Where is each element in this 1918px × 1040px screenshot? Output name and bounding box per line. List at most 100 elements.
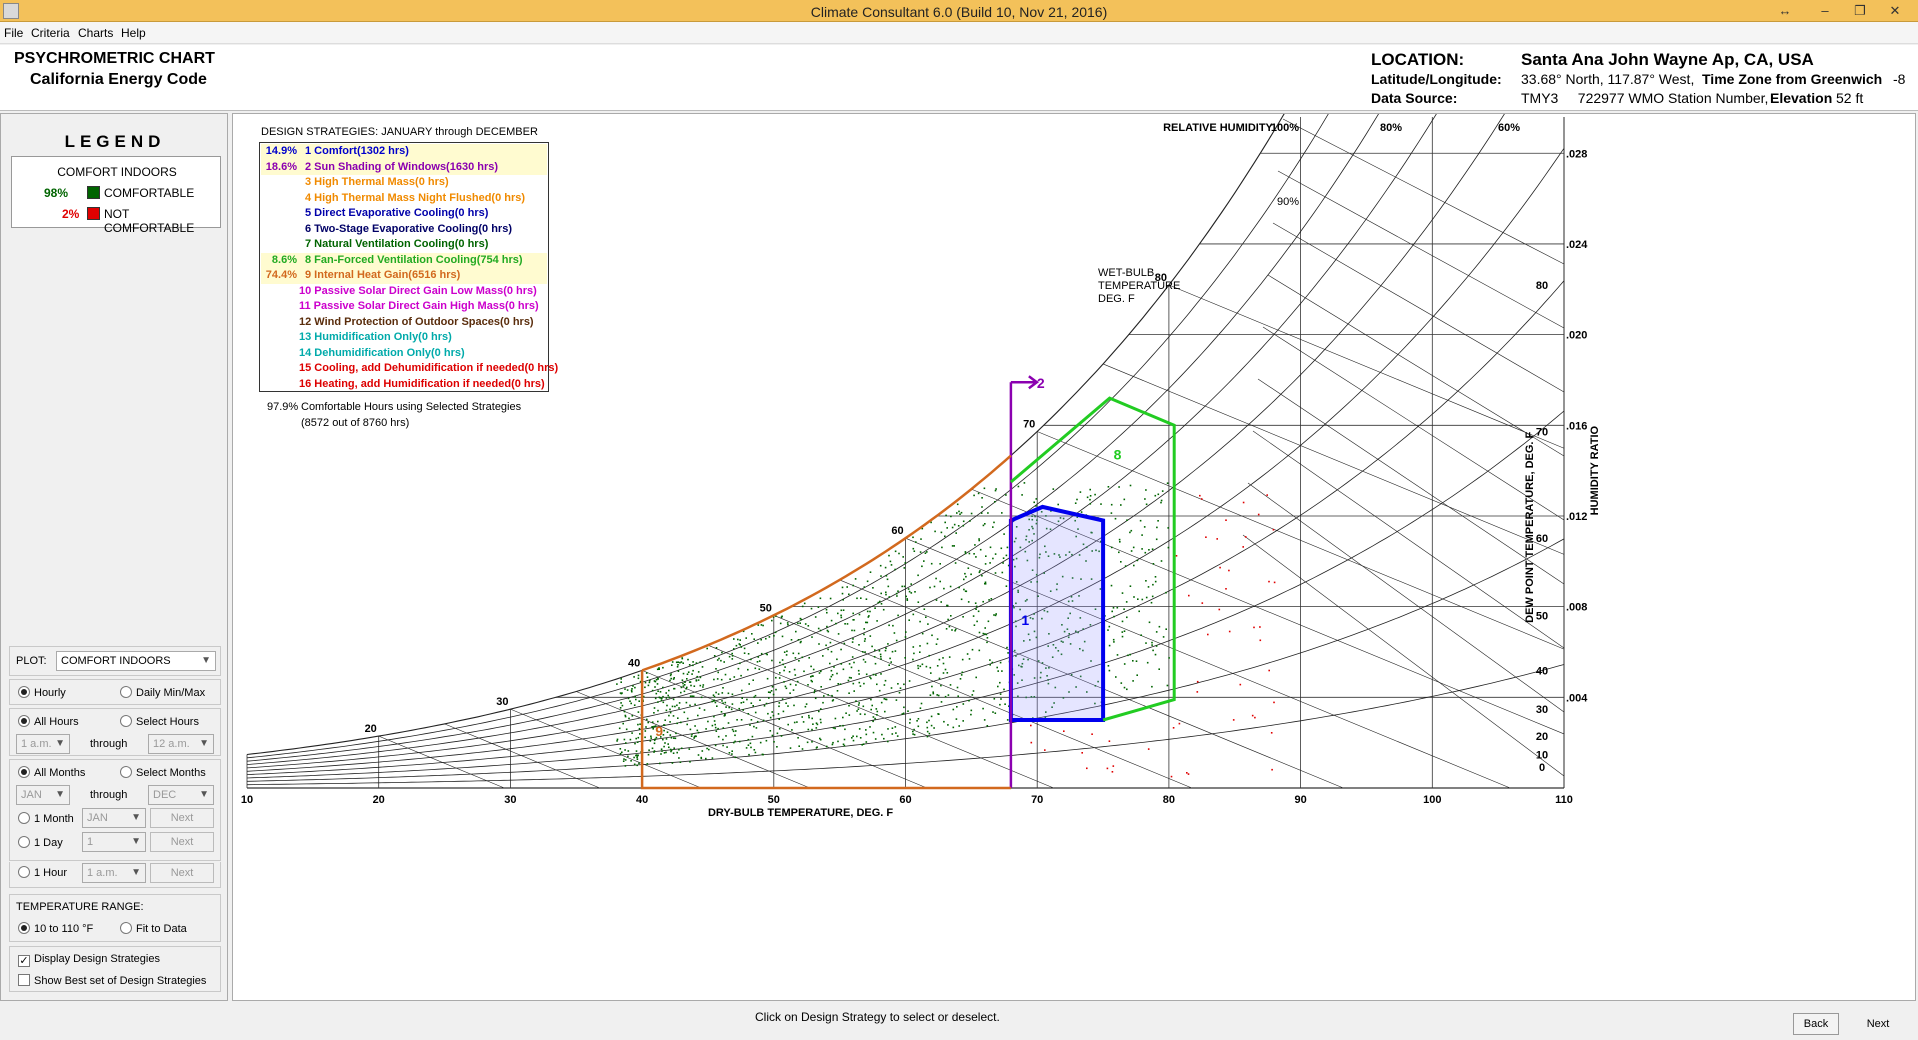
- strategy-item[interactable]: 6 Two-Stage Evaporative Cooling(0 hrs): [261, 222, 547, 238]
- radio-hourly[interactable]: Hourly: [18, 686, 66, 699]
- strategy-item[interactable]: 74.4% 9 Internal Heat Gain(6516 hrs): [261, 268, 547, 284]
- one-month-select[interactable]: JAN ▼: [82, 808, 146, 828]
- comfortable-point: [825, 745, 828, 748]
- menu-help[interactable]: Help: [121, 26, 146, 40]
- one-day-select[interactable]: 1 ▼: [82, 832, 146, 852]
- comfortable-point: [1031, 539, 1033, 542]
- next-hour-button[interactable]: Next: [150, 863, 214, 883]
- comfortable-point: [1136, 559, 1139, 562]
- back-button[interactable]: Back: [1793, 1013, 1839, 1035]
- strategy-item[interactable]: 14.9% 1 Comfort(1302 hrs): [261, 144, 547, 160]
- comfortable-point: [745, 747, 748, 749]
- radio-one-hour[interactable]: 1 Hour: [18, 866, 67, 879]
- menu-charts[interactable]: Charts: [78, 26, 114, 40]
- resize-icon[interactable]: ↔: [1778, 3, 1792, 18]
- comfortable-point: [697, 714, 699, 717]
- comfortable-point: [778, 677, 781, 679]
- hour-from-select[interactable]: 1 a.m. ▼: [16, 734, 70, 754]
- comfortable-point: [999, 661, 1002, 664]
- comfortable-point: [1049, 590, 1052, 592]
- strategy-item[interactable]: 12 Wind Protection of Outdoor Spaces(0 h…: [261, 315, 547, 331]
- month-to-select[interactable]: DEC ▼: [148, 785, 214, 805]
- radio-daily[interactable]: Daily Min/Max: [120, 686, 205, 699]
- strategy-item[interactable]: 7 Natural Ventilation Cooling(0 hrs): [261, 237, 547, 253]
- strategy-item[interactable]: 18.6% 2 Sun Shading of Windows(1630 hrs): [261, 159, 547, 175]
- comfortable-point: [935, 599, 938, 601]
- maximize-button[interactable]: ❐: [1854, 3, 1866, 18]
- comfortable-point: [717, 735, 720, 738]
- zone-internal-heat-gain[interactable]: [640, 454, 1012, 790]
- strategy-item[interactable]: 16 Heating, add Humidification if needed…: [261, 377, 547, 393]
- strategy-item[interactable]: 11 Passive Solar Direct Gain High Mass(0…: [261, 299, 547, 315]
- comfortable-point: [778, 705, 780, 708]
- minimize-button[interactable]: –: [1821, 3, 1829, 18]
- strategy-item[interactable]: 14 Dehumidification Only(0 hrs): [261, 346, 547, 362]
- strategy-item[interactable]: 15 Cooling, add Dehumidification if need…: [261, 361, 558, 377]
- radio-off-icon: [18, 866, 30, 878]
- comfortable-point: [776, 746, 778, 748]
- strategy-item[interactable]: 5 Direct Evaporative Cooling(0 hrs): [261, 206, 547, 222]
- close-button[interactable]: ✕: [1889, 3, 1901, 18]
- radio-one-day[interactable]: 1 Day: [18, 836, 63, 849]
- comfortable-point: [872, 716, 875, 718]
- month-from-select[interactable]: JAN ▼: [16, 785, 70, 805]
- comfortable-point: [1110, 584, 1113, 587]
- strategy-item[interactable]: 8.6% 8 Fan-Forced Ventilation Cooling(754…: [261, 252, 547, 268]
- strategy-item[interactable]: 4 High Thermal Mass Night Flushed(0 hrs): [261, 191, 547, 207]
- comfortable-point: [1025, 696, 1027, 699]
- comfortable-point: [662, 666, 664, 669]
- comfortable-point: [775, 615, 777, 617]
- comfortable-point: [890, 564, 893, 566]
- next-button[interactable]: Next: [1866, 1018, 1890, 1030]
- one-hour-select[interactable]: 1 a.m. ▼: [82, 863, 146, 883]
- comfortable-point: [635, 750, 638, 752]
- comfortable-point: [1080, 511, 1083, 513]
- radio-range-10-110[interactable]: 10 to 110 °F: [18, 922, 93, 935]
- radio-select-months[interactable]: Select Months: [120, 766, 206, 779]
- next-month-button[interactable]: Next: [150, 808, 214, 828]
- comfortable-point: [968, 699, 970, 702]
- strategy-zones[interactable]: [640, 375, 1176, 790]
- strategy-item[interactable]: 13 Humidification Only(0 hrs): [261, 330, 547, 346]
- comfortable-point: [1033, 677, 1036, 679]
- comfortable-point: [635, 698, 637, 701]
- comfortable-point: [1019, 608, 1021, 611]
- strategy-item[interactable]: 10 Passive Solar Direct Gain Low Mass(0 …: [261, 284, 547, 300]
- comfortable-point: [814, 697, 817, 700]
- not-comfortable-point: [1200, 498, 1203, 500]
- next-day-button[interactable]: Next: [150, 832, 214, 852]
- x-tick-label: 90: [1294, 794, 1306, 806]
- radio-select-hours[interactable]: Select Hours: [120, 715, 199, 728]
- zone-fan-forced-ventilation[interactable]: [1009, 396, 1176, 722]
- show-best-checkbox[interactable]: Show Best set of Design Strategies: [18, 974, 206, 987]
- comfortable-point: [724, 701, 727, 704]
- strategy-item[interactable]: 3 High Thermal Mass(0 hrs): [261, 175, 547, 191]
- comfortable-point: [1044, 716, 1047, 718]
- menu-file[interactable]: File: [4, 26, 24, 40]
- radio-one-month[interactable]: 1 Month: [18, 812, 74, 825]
- comfortable-point: [954, 628, 957, 631]
- hour-to-select[interactable]: 12 a.m. ▼: [148, 734, 214, 754]
- comfortable-point: [718, 657, 720, 660]
- comfortable-point: [1158, 625, 1161, 628]
- comfortable-point: [664, 742, 666, 744]
- comfortable-point: [845, 712, 847, 714]
- comfortable-point: [870, 708, 872, 711]
- comfortable-point: [624, 714, 627, 717]
- radio-all-months[interactable]: All Months: [18, 766, 85, 779]
- plot-select[interactable]: COMFORT INDOORS ▼: [56, 651, 216, 671]
- radio-all-hours[interactable]: All Hours: [18, 715, 79, 728]
- dew-point-tick: 0: [1539, 762, 1545, 774]
- comfortable-point: [624, 715, 627, 718]
- comfortable-point: [905, 631, 907, 633]
- menu-criteria[interactable]: Criteria: [31, 26, 70, 40]
- radio-fit-to-data[interactable]: Fit to Data: [120, 922, 187, 935]
- comfortable-point: [620, 678, 622, 680]
- display-strategies-checkbox[interactable]: ✓ Display Design Strategies: [18, 953, 160, 967]
- radio-off-icon: [120, 715, 132, 727]
- comfortable-point: [717, 671, 719, 674]
- not-comfortable-point: [1225, 519, 1227, 521]
- comfortable-point: [781, 615, 783, 618]
- comfortable-point: [788, 671, 791, 673]
